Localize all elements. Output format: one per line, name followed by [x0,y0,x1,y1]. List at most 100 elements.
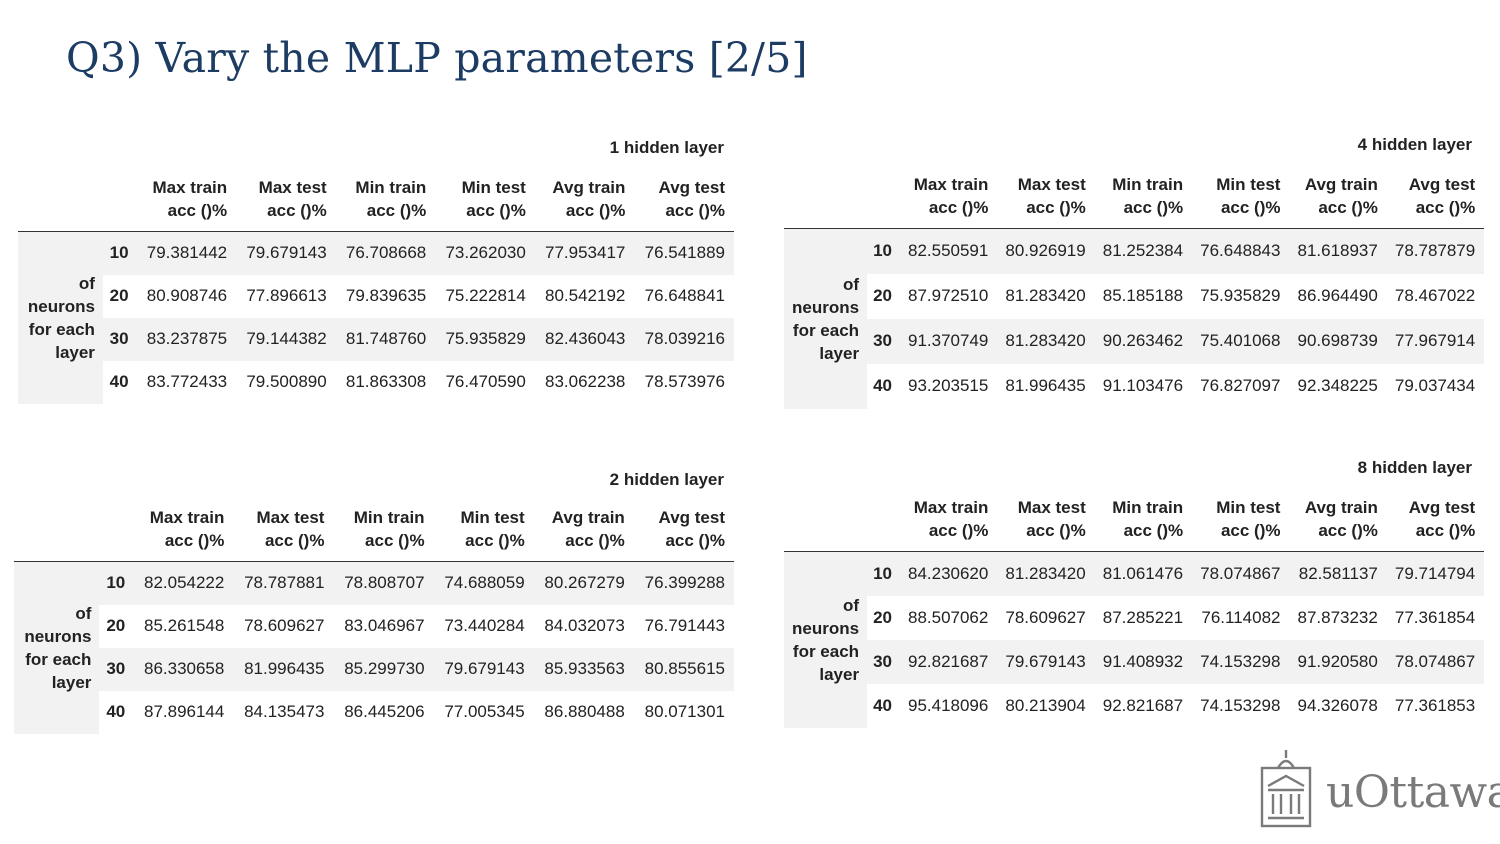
header-blank [784,496,868,552]
table-cell: 76.708668 [335,231,436,275]
row-group-label-line: of [75,603,92,623]
table-caption: 8 hidden layer [1357,458,1472,477]
table-cell: 92.821687 [1102,695,1184,715]
column-header: Avg train acc ()% [1289,496,1387,552]
column-header-line: acc ()% [167,201,228,220]
table-cell: 80.267279 [533,561,634,605]
column-header-line: acc ()% [665,531,725,550]
table-row: of neurons for each layer 10 84.230620 81.2834… [784,551,1485,728]
column-header: Max test acc ()% [236,176,336,232]
row-index: 20 [109,286,129,305]
column-header-line: acc ()% [1220,521,1281,540]
table-row: 20 88.507062 78.609627 87.285221 76.114082 87… [784,596,1484,640]
table-cell: 83.772433 [146,372,228,391]
table-cell: 81.748760 [335,317,436,361]
column-header: Avg test acc ()% [633,506,734,562]
table-row: 30 83.237875 79.144382 81.748760 75.935829 82… [18,317,734,361]
column-header-line: acc ()% [164,531,225,550]
row-group-label-line: neurons [792,297,860,317]
row-index: 10 [867,551,900,596]
column-header: Min test acc ()% [433,506,534,562]
table-cell: 86.330658 [133,647,234,691]
column-header-line: Avg test [658,178,725,197]
results-table: Max train acc ()% Max test acc ()% Min train… [14,506,734,734]
column-header-line: acc ()% [366,201,427,220]
table-row: 30 92.821687 79.679143 91.408932 74.153298 91… [784,639,1485,684]
table-cell: 80.908746 [146,286,228,305]
row-group-label-line: for each [792,641,860,661]
table-cell: 78.609627 [244,616,325,635]
row-index: 10 [102,231,137,275]
table-cell: 84.230620 [899,551,998,596]
column-header-line: Min train [353,508,425,527]
column-header: Min train acc ()% [1094,173,1193,229]
table-cell: 86.964490 [1297,286,1378,305]
table-8-hidden-layer: 8 hidden layer Max train acc ()% Max test a… [784,458,1485,738]
table-row: 20 87.972510 81.283420 85.185188 75.935829 86… [784,274,1484,319]
column-header-line: Avg test [1408,498,1476,517]
row-index: 40 [109,372,129,391]
header-blank [102,176,137,232]
column-header-line: acc ()% [365,531,425,550]
column-header-line: acc ()% [565,201,626,220]
table-cell: 77.896613 [246,286,327,305]
table-cell: 76.470590 [445,372,526,391]
table-cell: 79.037434 [1394,376,1476,395]
table-cell: 75.935829 [435,317,535,361]
header-blank [18,176,103,232]
column-header-line: Max train [152,178,228,197]
header-blank [99,506,134,562]
row-group-label: of neurons for each layer [784,228,868,409]
column-header-line: acc ()% [1318,198,1378,217]
table-cell: 75.222814 [445,286,526,305]
table-cell: 88.507062 [907,607,989,627]
table-cell: 73.440284 [444,616,525,635]
table-cell: 80.071301 [644,702,725,721]
table-row: 30 86.330658 81.996435 85.299730 79.679143 85… [14,647,734,691]
column-header-line: Min test [1216,175,1281,194]
table-cell: 78.039216 [634,317,734,361]
table-cell: 77.953417 [534,231,635,275]
row-group-label: of neurons for each layer [18,231,103,404]
table-cell: 75.401068 [1192,318,1290,364]
table-cell: 91.408932 [1094,639,1193,684]
column-header-line: acc ()% [1220,198,1281,217]
column-header-line: Avg train [1304,175,1378,194]
column-header-line: Max test [1017,498,1086,517]
row-index: 30 [99,647,134,691]
table-cell: 87.285221 [1102,607,1184,627]
row-group-label-line: for each [792,320,860,340]
header-blank [867,173,900,229]
column-header: Min train acc ()% [335,176,436,232]
column-header-line: acc ()% [1123,198,1184,217]
table-row: 40 87.896144 84.135473 86.445206 77.005345 86… [14,691,734,734]
row-index: 30 [102,317,137,361]
table-cell: 81.996435 [1005,376,1086,395]
row-group-label-line: of [843,595,860,615]
column-header-line: acc ()% [267,201,327,220]
column-header-line: acc ()% [264,531,325,550]
column-header-line: Max train [913,175,989,194]
table-cell: 76.114082 [1201,607,1281,627]
column-header: Min test acc ()% [435,176,535,232]
row-index: 40 [106,702,126,721]
table-cell: 74.153298 [1200,695,1281,715]
column-header-line: Min test [461,178,526,197]
table-cell: 84.135473 [244,702,325,721]
table-cell: 84.032073 [544,616,625,635]
table-row: of neurons for each layer 10 79.381442 79.6791… [18,231,734,404]
table-cell: 78.609627 [1005,607,1086,627]
table-row: 20 80.908746 77.896613 79.839635 75.222814 80… [18,275,734,318]
table-cell: 91.920580 [1289,639,1387,684]
row-group-label-line: neurons [24,626,92,646]
table-caption: 2 hidden layer [609,470,724,489]
table-cell: 83.046967 [344,616,425,635]
table-cell: 79.679143 [236,231,336,275]
table-row: 20 85.261548 78.609627 83.046967 73.440284 84… [14,605,734,648]
table-cell: 78.787881 [233,561,334,605]
table-cell: 90.263462 [1094,318,1193,364]
header-blank [784,173,868,229]
row-group-label-line: neurons [792,618,860,638]
table-cell: 76.648841 [644,286,725,305]
column-header-line: Min test [460,508,525,527]
